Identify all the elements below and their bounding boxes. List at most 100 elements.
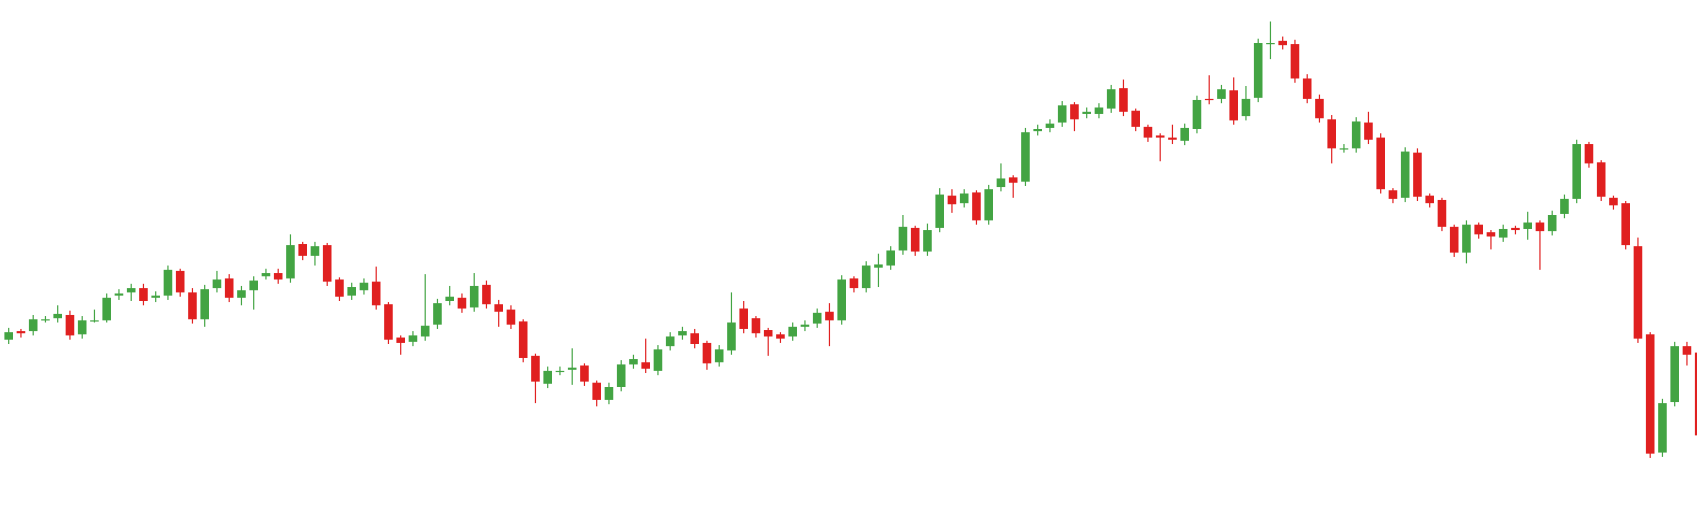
candle-body <box>665 336 675 347</box>
candle-body <box>16 331 26 334</box>
candle-body <box>420 325 430 337</box>
candle-body <box>286 245 295 279</box>
candle-body <box>1045 123 1055 128</box>
candle-body <box>1057 105 1067 123</box>
candle-body <box>506 309 516 325</box>
candle-body <box>1474 224 1483 235</box>
candle-body <box>1168 137 1177 140</box>
candle-body <box>261 273 271 277</box>
candle-body <box>1511 227 1520 231</box>
candle-body <box>1658 403 1667 453</box>
candle-body <box>494 304 503 312</box>
candle-body <box>1229 90 1238 121</box>
candle-body <box>1131 110 1140 127</box>
candle-body <box>874 264 883 268</box>
candle-body <box>629 359 638 365</box>
candle-body <box>788 326 797 337</box>
candle-body <box>861 265 871 289</box>
candle-body <box>335 279 344 297</box>
candle-body <box>1290 44 1300 79</box>
candle-body <box>923 230 932 252</box>
candle-body <box>886 250 895 266</box>
candle-body <box>347 287 356 296</box>
candle-body <box>1339 148 1349 150</box>
candle-body <box>1327 119 1336 149</box>
candle-body <box>1694 352 1697 436</box>
candle-body <box>1204 98 1214 101</box>
candle-body <box>567 367 577 370</box>
candle-body <box>114 293 124 296</box>
candle-body <box>1364 122 1373 140</box>
candle-body <box>90 320 99 322</box>
candle-body <box>996 178 1006 188</box>
candle-body <box>1119 88 1128 112</box>
candle-body <box>1633 246 1643 339</box>
candle-body <box>812 312 822 324</box>
candle-body <box>947 195 957 205</box>
candle-body <box>1155 135 1165 138</box>
candle-body <box>1106 89 1116 109</box>
candle-body <box>1462 224 1471 253</box>
candle-body <box>237 290 246 298</box>
candle-body <box>592 382 601 400</box>
candle-body <box>1437 199 1447 227</box>
candle-body <box>1609 197 1618 206</box>
candle-body <box>310 246 320 256</box>
candle-body <box>1315 98 1324 119</box>
candle-body <box>727 322 736 351</box>
candle-body <box>1547 215 1557 232</box>
candle-body <box>1449 226 1459 253</box>
candle-body <box>163 269 173 296</box>
candle-body <box>972 192 981 221</box>
candle-body <box>249 280 258 291</box>
candle-body <box>1070 104 1079 120</box>
candle-body <box>175 270 185 293</box>
candle-body <box>445 296 454 301</box>
candle-body <box>28 319 38 332</box>
candle-body <box>1302 78 1312 99</box>
candle-body <box>224 278 234 298</box>
candle-body <box>1584 144 1594 164</box>
candle-body <box>825 311 834 321</box>
candle-body <box>188 292 197 320</box>
candle-body <box>1388 190 1398 199</box>
candle-body <box>543 370 552 384</box>
candle-body <box>41 319 50 321</box>
candle-body <box>200 289 209 320</box>
candle-body <box>212 279 222 289</box>
candle-body <box>1535 222 1545 232</box>
candle-body <box>457 297 467 309</box>
candle-body <box>1596 162 1606 197</box>
candle-body <box>690 333 699 344</box>
candle-body <box>959 193 969 204</box>
candle-body <box>65 314 75 336</box>
candle-body <box>1682 346 1692 355</box>
candle-body <box>482 284 491 305</box>
candle-body <box>126 288 136 293</box>
candle-body <box>1143 126 1153 138</box>
candle-body <box>641 362 650 369</box>
candle-body <box>1572 144 1581 199</box>
candle-body <box>1082 111 1091 114</box>
candle-body <box>1645 334 1655 454</box>
candle-body <box>1180 127 1189 141</box>
candle-body <box>371 281 381 306</box>
candle-body <box>77 320 87 335</box>
candle-body <box>1486 232 1496 237</box>
candle-body <box>322 245 332 282</box>
candle-body <box>1033 129 1042 132</box>
candle-body <box>1413 152 1422 197</box>
candle-body <box>898 226 908 251</box>
candle-body <box>1008 177 1018 183</box>
candle-body <box>1425 195 1434 204</box>
candle-body <box>396 337 405 343</box>
candle-body <box>1021 132 1030 182</box>
candle-body <box>1351 121 1361 149</box>
candle-body <box>616 364 626 387</box>
candle-body <box>910 227 920 252</box>
candle-body <box>935 194 944 228</box>
candle-body <box>1241 98 1251 117</box>
candle-body <box>139 288 148 301</box>
